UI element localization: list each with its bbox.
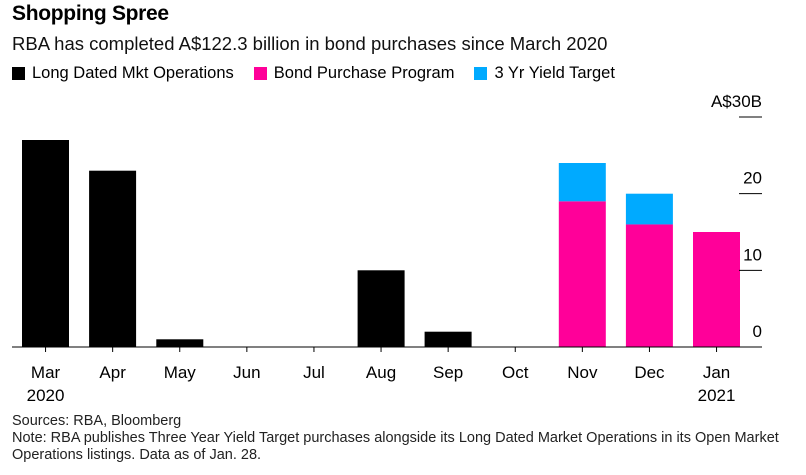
legend-label-yield-target: 3 Yr Yield Target [494,64,615,82]
bar-nov-series-1 [558,201,606,347]
bar-aug-series-0 [357,270,405,347]
note-text: Note: RBA publishes Three Year Yield Tar… [12,430,779,463]
legend-item-long-dated: Long Dated Mkt Operations [12,64,234,83]
x-tick-label-aug: Aug [366,363,396,382]
x-tick-label-may: May [164,363,197,382]
bar-jan-series-1 [693,232,740,347]
x-tick-label-nov: Nov [567,363,598,382]
x-tick-label-dec: Dec [634,363,665,382]
x-tick-label-jul: Jul [303,363,325,382]
legend-item-yield-target: 3 Yr Yield Target [474,64,615,83]
legend-label-long-dated: Long Dated Mkt Operations [32,64,234,82]
bar-mar-series-0 [22,140,69,347]
bar-dec-series-2 [625,193,673,225]
chart-footer: Sources: RBA, Bloomberg Note: RBA publis… [12,413,802,464]
legend-swatch-yield-target [474,67,488,80]
x-tick-label-mar: Mar [31,363,61,382]
y-tick-label-20: 20 [743,169,762,188]
bar-nov-series-2 [558,163,606,202]
bar-may-series-0 [156,339,204,347]
legend-label-bond-purchase: Bond Purchase Program [273,64,455,82]
legend-item-bond-purchase: Bond Purchase Program [253,64,455,83]
chart-title: Shopping Spree [12,2,169,25]
y-tick-label-10: 10 [743,245,762,264]
x-tick-label-apr: Apr [99,363,126,382]
bar-sep-series-0 [424,331,472,347]
y-tick-label-30: A$30B [711,92,762,111]
bar-dec-series-1 [625,224,673,347]
x-tick-label-oct: Oct [502,363,529,382]
x-tick-sublabel-mar: 2020 [27,386,65,405]
chart-subtitle: RBA has completed A$122.3 billion in bon… [12,33,608,54]
x-tick-label-jan: Jan [703,363,730,382]
legend: Long Dated Mkt Operations Bond Purchase … [12,64,635,83]
legend-swatch-long-dated [12,67,25,80]
x-tick-sublabel-jan: 2021 [698,386,736,405]
legend-swatch-bond-purchase [253,67,267,80]
x-tick-label-sep: Sep [433,363,463,382]
bar-apr-series-0 [89,170,137,347]
x-tick-label-jun: Jun [233,363,260,382]
sources-text: Sources: RBA, Bloomberg [12,413,182,429]
y-tick-label-0: 0 [753,322,762,341]
